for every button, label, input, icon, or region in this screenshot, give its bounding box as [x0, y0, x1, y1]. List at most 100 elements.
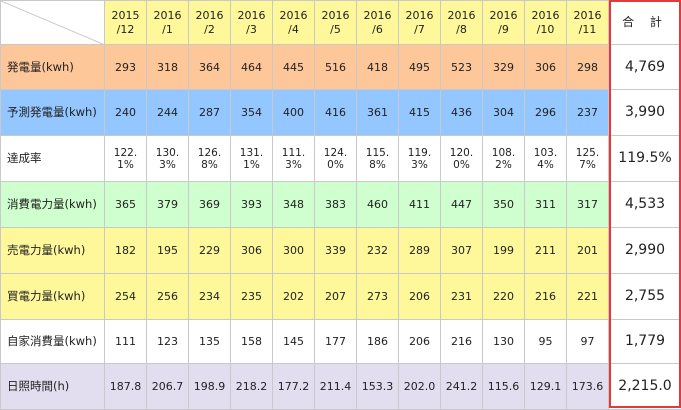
month-header-cell: 2016/9: [483, 1, 525, 45]
month-header-cell: 2016/11: [567, 1, 609, 45]
value-cell: 177: [315, 320, 357, 364]
value-cell: 232: [357, 228, 399, 274]
month-header-cell: 2016/2: [189, 1, 231, 45]
value-cell: 103.4%: [525, 136, 567, 182]
value-cell: 306: [231, 228, 273, 274]
value-cell: 119.3%: [399, 136, 441, 182]
row-label: 自家消費量(kwh): [1, 320, 105, 364]
value-cell: 206: [399, 274, 441, 320]
value-cell: 124.0%: [315, 136, 357, 182]
value-cell: 369: [189, 182, 231, 228]
month-header-cell: 2016/10: [525, 1, 567, 45]
row-label: 達成率: [1, 136, 105, 182]
value-cell: 300: [273, 228, 315, 274]
month-header-cell: 2016/7: [399, 1, 441, 45]
value-cell: 108.2%: [483, 136, 525, 182]
value-cell: 350: [483, 182, 525, 228]
value-cell: 199: [483, 228, 525, 274]
value-cell: 131.1%: [231, 136, 273, 182]
total-cell: 3,990: [609, 90, 681, 136]
total-header-cell: 合 計: [609, 1, 681, 45]
value-cell: 111: [105, 320, 147, 364]
month-header-cell: 2016/6: [357, 1, 399, 45]
value-cell: 129.1: [525, 364, 567, 410]
value-cell: 445: [273, 45, 315, 90]
value-cell: 289: [399, 228, 441, 274]
value-cell: 256: [147, 274, 189, 320]
value-cell: 95: [525, 320, 567, 364]
value-cell: 202: [273, 274, 315, 320]
value-cell: 220: [483, 274, 525, 320]
total-cell: 2,215.0: [609, 364, 681, 410]
month-header-cell: 2016/3: [231, 1, 273, 45]
value-cell: 415: [399, 90, 441, 136]
value-cell: 464: [231, 45, 273, 90]
value-cell: 317: [567, 182, 609, 228]
value-cell: 416: [315, 90, 357, 136]
value-cell: 221: [567, 274, 609, 320]
value-cell: 130: [483, 320, 525, 364]
value-cell: 254: [105, 274, 147, 320]
value-cell: 206.7: [147, 364, 189, 410]
diagonal-divider: [1, 1, 105, 45]
value-cell: 273: [357, 274, 399, 320]
value-cell: 173.6: [567, 364, 609, 410]
value-cell: 130.3%: [147, 136, 189, 182]
value-cell: 153.3: [357, 364, 399, 410]
value-cell: 418: [357, 45, 399, 90]
value-cell: 229: [189, 228, 231, 274]
value-cell: 311: [525, 182, 567, 228]
value-cell: 135: [189, 320, 231, 364]
value-cell: 186: [357, 320, 399, 364]
month-header-cell: 2016/4: [273, 1, 315, 45]
value-cell: 211: [525, 228, 567, 274]
value-cell: 318: [147, 45, 189, 90]
value-cell: 123: [147, 320, 189, 364]
value-cell: 115.6: [483, 364, 525, 410]
value-cell: 447: [441, 182, 483, 228]
value-cell: 240: [105, 90, 147, 136]
value-cell: 523: [441, 45, 483, 90]
month-header-cell: 2016/1: [147, 1, 189, 45]
value-cell: 241.2: [441, 364, 483, 410]
value-cell: 201: [567, 228, 609, 274]
value-cell: 383: [315, 182, 357, 228]
value-cell: 182: [105, 228, 147, 274]
value-cell: 298: [567, 45, 609, 90]
value-cell: 115.8%: [357, 136, 399, 182]
row-label: 買電力量(kwh): [1, 274, 105, 320]
value-cell: 287: [189, 90, 231, 136]
value-cell: 411: [399, 182, 441, 228]
value-cell: 216: [525, 274, 567, 320]
value-cell: 393: [231, 182, 273, 228]
month-header-cell: 2016/8: [441, 1, 483, 45]
value-cell: 365: [105, 182, 147, 228]
value-cell: 306: [525, 45, 567, 90]
value-cell: 216: [441, 320, 483, 364]
value-cell: 354: [231, 90, 273, 136]
value-cell: 198.9: [189, 364, 231, 410]
value-cell: 206: [399, 320, 441, 364]
value-cell: 361: [357, 90, 399, 136]
month-header-cell: 2015/12: [105, 1, 147, 45]
value-cell: 329: [483, 45, 525, 90]
value-cell: 235: [231, 274, 273, 320]
total-cell: 4,769: [609, 45, 681, 90]
value-cell: 495: [399, 45, 441, 90]
value-cell: 231: [441, 274, 483, 320]
month-header-cell: 2016/5: [315, 1, 357, 45]
value-cell: 293: [105, 45, 147, 90]
value-cell: 364: [189, 45, 231, 90]
value-cell: 348: [273, 182, 315, 228]
value-cell: 202.0: [399, 364, 441, 410]
row-label: 日照時間(h): [1, 364, 105, 410]
value-cell: 177.2: [273, 364, 315, 410]
value-cell: 234: [189, 274, 231, 320]
